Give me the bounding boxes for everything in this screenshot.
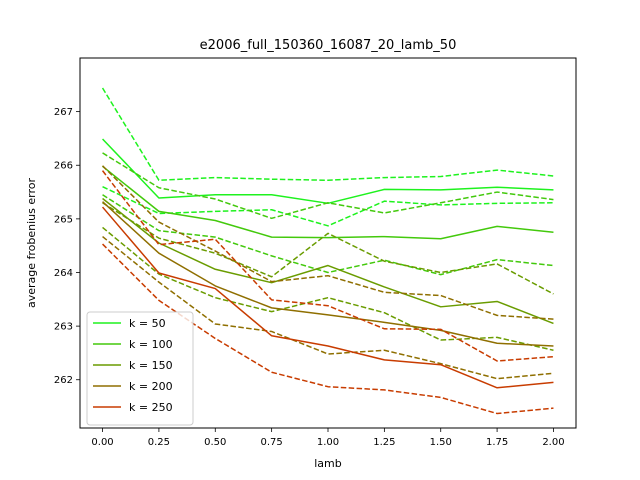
y-tick-label: 264 [54, 268, 73, 279]
x-tick-label: 1.75 [486, 437, 508, 448]
x-tick-label: 0.00 [91, 437, 113, 448]
x-tick-label: 1.50 [430, 437, 452, 448]
y-axis-label: average frobenius error [25, 178, 38, 308]
x-tick-label: 1.00 [317, 437, 339, 448]
x-tick-label: 0.50 [204, 437, 226, 448]
legend-entry-label: k = 50 [129, 317, 166, 330]
series-line-11-dashed [102, 235, 554, 380]
x-axis-label: lamb [314, 457, 342, 470]
legend: k = 50 k = 100 k = 150 k = 200 k = 250 [86, 311, 194, 426]
series-line-4-dashed [102, 152, 554, 220]
series-line-12-solid [101, 206, 554, 389]
y-tick-label: 266 [54, 161, 73, 172]
chart-title: e2006_full_150360_16087_20_lamb_50 [200, 38, 457, 53]
x-tick-label: 0.25 [148, 437, 170, 448]
series-line-10-dashed [102, 165, 554, 320]
series-line-14-dashed [102, 243, 554, 415]
series-line-13-dashed [101, 170, 554, 362]
series-line-9-solid [102, 201, 554, 347]
series-line-5-dashed [102, 194, 554, 276]
x-tick-label: 1.25 [373, 437, 395, 448]
series-line-3-solid [102, 165, 554, 240]
y-tick-label: 265 [54, 214, 73, 225]
series-line-2-dashed [102, 186, 554, 227]
series-line-6-solid [102, 197, 554, 325]
series-line-7-dashed [102, 202, 554, 295]
x-tick-label: 0.75 [261, 437, 283, 448]
legend-entry-label: k = 200 [129, 380, 173, 393]
legend-entry-label: k = 250 [129, 401, 173, 414]
series-layer [101, 87, 554, 415]
y-tick-label: 267 [54, 107, 73, 118]
y-tick-label: 262 [54, 375, 73, 386]
y-axis: 262 263 264 265 266 267 [54, 107, 80, 386]
y-tick-label: 263 [54, 322, 73, 333]
series-line-1-dashed [101, 87, 554, 182]
x-axis: 0.00 0.25 0.50 0.75 1.00 1.25 1.50 1.75 2.00 [91, 428, 565, 448]
series-line-8-dashed [102, 226, 554, 351]
x-tick-label: 2.00 [542, 437, 564, 448]
legend-entry-label: k = 100 [129, 338, 173, 351]
legend-entry-label: k = 150 [129, 359, 173, 372]
legend-box [86, 311, 194, 426]
